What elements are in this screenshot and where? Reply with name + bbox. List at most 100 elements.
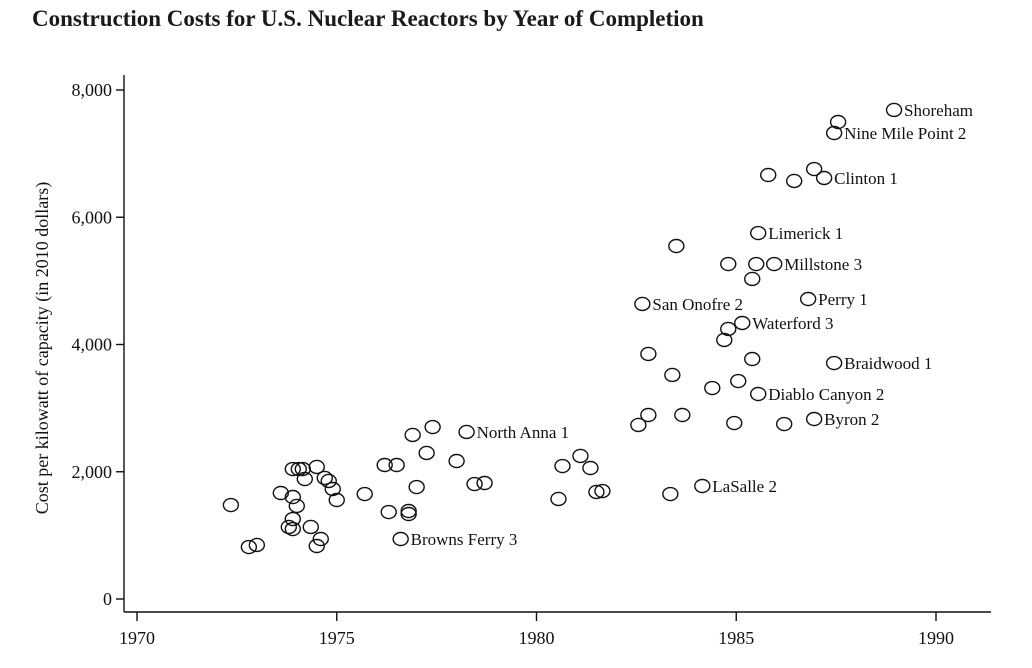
x-tick-label: 1985 (718, 628, 754, 648)
y-tick-label: 0 (103, 589, 112, 609)
point-label: Nine Mile Point 2 (844, 124, 966, 143)
data-point (554, 458, 571, 474)
data-point (448, 453, 465, 469)
x-tick-label: 1975 (319, 628, 355, 648)
data-point (750, 225, 767, 241)
data-point (400, 503, 417, 519)
data-point (418, 445, 435, 461)
point-label: Browns Ferry 3 (411, 530, 518, 549)
point-label: Shoreham (904, 101, 973, 120)
point-label: Perry 1 (818, 290, 868, 309)
data-point (799, 291, 817, 307)
x-tick-label: 1990 (918, 628, 954, 648)
axes (123, 75, 991, 613)
data-point (825, 125, 843, 141)
point-label: Limerick 1 (768, 224, 843, 243)
data-point (302, 519, 319, 535)
data-point (588, 484, 605, 500)
data-point (288, 498, 305, 514)
point-label: North Anna 1 (477, 423, 570, 442)
data-point (380, 504, 397, 520)
data-point (716, 332, 733, 348)
data-point (730, 373, 747, 389)
point-labels: Browns Ferry 3 North Anna 1 San Onofre 2 La… (411, 101, 973, 549)
data-point (805, 411, 823, 427)
data-point (392, 531, 409, 547)
data-point (634, 296, 651, 312)
point-label: Millstone 3 (784, 255, 862, 274)
data-point (630, 417, 647, 433)
data-point (324, 481, 341, 497)
data-point (704, 380, 721, 396)
data-point (640, 346, 657, 362)
data-point (424, 419, 441, 435)
y-ticks: 0 2,000 4,000 6,000 8,000 (72, 80, 124, 609)
data-point (476, 475, 493, 491)
data-point (308, 538, 325, 554)
data-point (744, 271, 761, 287)
data-point (726, 415, 743, 431)
data-point (356, 486, 373, 502)
data-point (550, 491, 567, 507)
data-point (248, 537, 266, 553)
data-point (582, 460, 599, 476)
data-point (662, 486, 679, 502)
data-point (674, 407, 691, 423)
y-tick-label: 6,000 (72, 207, 113, 227)
y-tick-label: 4,000 (72, 335, 113, 355)
data-point (775, 416, 793, 432)
data-point (815, 170, 833, 186)
data-point (272, 485, 290, 501)
data-point (376, 457, 393, 473)
data-point (316, 470, 333, 486)
data-point (766, 256, 783, 272)
data-point (744, 351, 761, 367)
data-point (284, 521, 302, 537)
data-point (404, 427, 421, 443)
data-point (388, 457, 405, 473)
data-point (825, 355, 843, 371)
data-point (594, 483, 611, 499)
point-label: Clinton 1 (834, 169, 898, 188)
data-point (750, 386, 767, 402)
x-ticks: 1970 1975 1980 1985 1990 (119, 612, 954, 648)
data-point (694, 478, 711, 494)
data-point (720, 321, 737, 337)
data-point (400, 506, 417, 522)
data-point (308, 459, 325, 475)
data-point (458, 424, 475, 440)
data-point (328, 492, 345, 508)
x-tick-label: 1970 (119, 628, 155, 648)
data-point (720, 256, 737, 272)
data-point (312, 531, 329, 547)
data-point (572, 448, 589, 464)
data-point (240, 539, 258, 555)
point-label: Byron 2 (824, 410, 879, 429)
data-point (284, 489, 302, 505)
y-axis-label: Cost per kilowatt of capacity (in 2010 d… (32, 182, 53, 514)
data-point (296, 471, 313, 487)
data-point (408, 479, 425, 495)
data-point (284, 511, 302, 527)
data-point (222, 497, 240, 513)
data-point (734, 315, 751, 331)
data-point (760, 167, 777, 183)
data-point (664, 367, 681, 383)
y-tick-label: 2,000 (72, 462, 113, 482)
data-point (829, 114, 847, 130)
point-label: San Onofre 2 (652, 295, 743, 314)
point-label: LaSalle 2 (712, 477, 777, 496)
data-point (885, 102, 903, 118)
y-tick-label: 8,000 (72, 80, 113, 100)
data-points (222, 102, 903, 555)
chart-title: Construction Costs for U.S. Nuclear Reac… (32, 6, 704, 31)
point-label: Waterford 3 (752, 314, 833, 333)
x-tick-label: 1980 (519, 628, 555, 648)
point-label: Diablo Canyon 2 (768, 385, 884, 404)
data-point (280, 519, 298, 535)
data-point (668, 238, 685, 254)
data-point (320, 473, 337, 489)
data-point (748, 256, 765, 272)
data-point (805, 161, 823, 177)
